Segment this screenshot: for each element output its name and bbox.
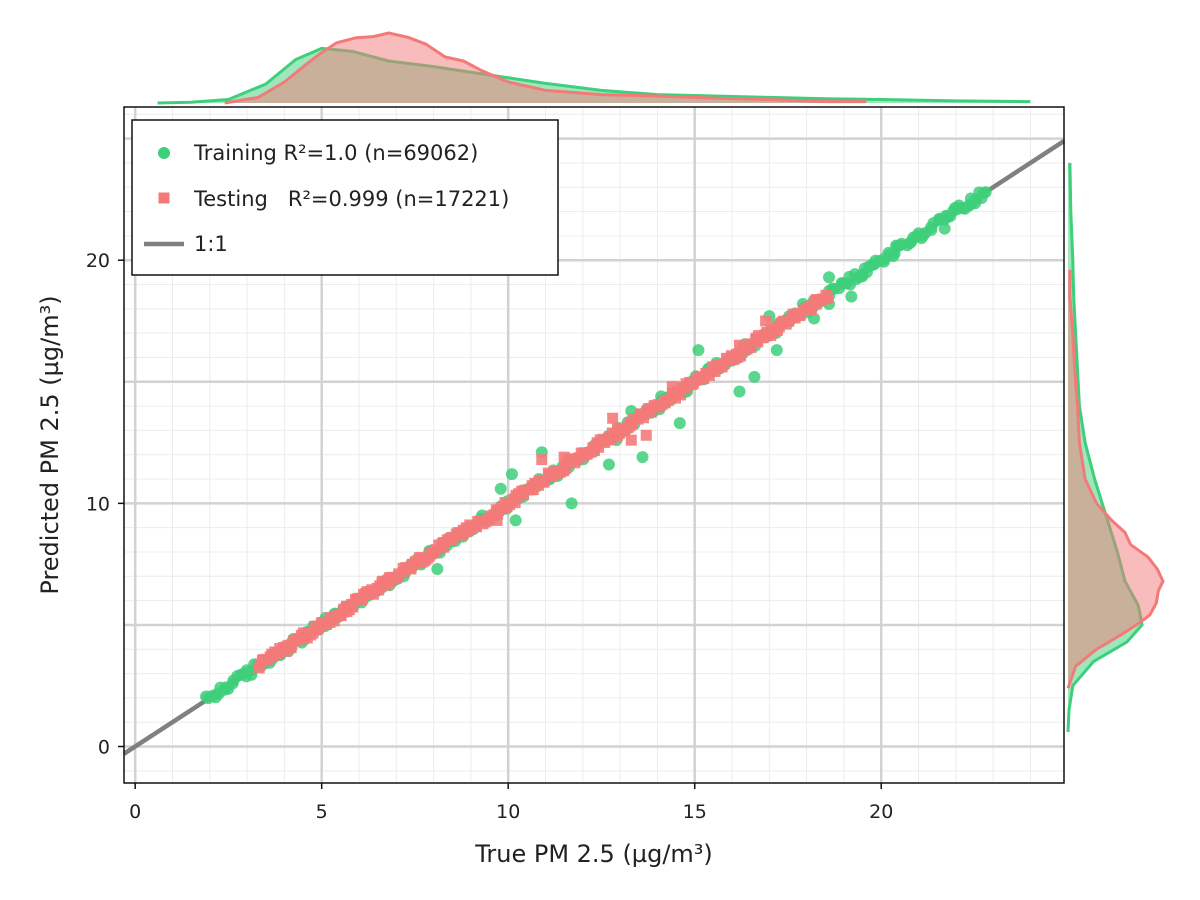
- x-tick-label: 10: [496, 801, 520, 823]
- training-point: [964, 198, 977, 211]
- x-axis-title: True PM 2.5 (µg/m³): [474, 840, 713, 868]
- training-point: [912, 229, 925, 242]
- top-density-curve-testing: [224, 31, 867, 105]
- testing-point: [558, 451, 570, 463]
- right-density-area-testing: [1068, 269, 1163, 689]
- testing-point: [733, 339, 745, 351]
- y-axis-title: Predicted PM 2.5 (µg/m³): [36, 295, 64, 594]
- training-point: [748, 370, 761, 383]
- training-point: [602, 458, 615, 471]
- y-axis: 0 10 20: [86, 250, 124, 759]
- testing-point: [593, 441, 605, 453]
- top-density-area-testing: [224, 33, 867, 103]
- testing-point: [509, 497, 521, 509]
- training-point: [494, 482, 507, 495]
- y-tick-label: 0: [98, 737, 110, 759]
- x-tick-label: 0: [129, 801, 141, 823]
- testing-point: [536, 454, 548, 466]
- testing-point: [625, 434, 637, 446]
- legend-label-training: Training R²=1.0 (n=69062): [193, 141, 478, 165]
- training-point: [856, 268, 869, 281]
- right-marginal-density: [1066, 162, 1165, 732]
- testing-point: [431, 545, 443, 557]
- x-axis: 0 5 10 15 20: [129, 783, 893, 823]
- training-point: [431, 563, 444, 576]
- testing-point: [640, 429, 652, 441]
- testing-point: [491, 514, 503, 526]
- testing-point: [675, 389, 687, 401]
- legend-marker-training: [158, 147, 170, 159]
- training-point: [509, 514, 522, 527]
- training-point: [636, 451, 649, 464]
- testing-point: [745, 341, 757, 353]
- testing-point: [760, 315, 772, 327]
- training-point: [505, 468, 518, 481]
- legend: Training R²=1.0 (n=69062) Testing R²=0.9…: [131, 119, 559, 276]
- training-point: [890, 239, 903, 252]
- testing-point: [347, 601, 359, 613]
- y-tick-label: 10: [86, 493, 110, 515]
- training-point: [770, 344, 783, 357]
- x-tick-label: 20: [869, 801, 893, 823]
- training-point: [673, 417, 686, 430]
- testing-point: [666, 381, 678, 393]
- testing-point: [607, 412, 619, 424]
- plot-frame: [123, 106, 1065, 784]
- training-point: [938, 222, 951, 235]
- right-density-curve-testing: [1066, 269, 1165, 689]
- x-tick-label: 5: [316, 801, 328, 823]
- training-point: [692, 344, 705, 357]
- major-gridlines: [124, 107, 1064, 783]
- training-point: [565, 497, 578, 510]
- legend-label-testing: Testing R²=0.999 (n=17221): [193, 187, 509, 211]
- training-point: [733, 385, 746, 398]
- training-point: [823, 271, 835, 284]
- x-tick-label: 15: [683, 801, 707, 823]
- legend-marker-testing: [158, 192, 170, 204]
- training-point: [845, 290, 858, 303]
- legend-label-reference-line: 1:1: [194, 232, 228, 256]
- y-tick-label: 20: [86, 250, 110, 272]
- testing-point: [822, 292, 834, 304]
- legend-frame: [131, 119, 559, 276]
- training-point: [979, 186, 992, 199]
- top-marginal-density: [157, 31, 1031, 105]
- training-point: [808, 312, 821, 325]
- testing-points: [253, 289, 834, 674]
